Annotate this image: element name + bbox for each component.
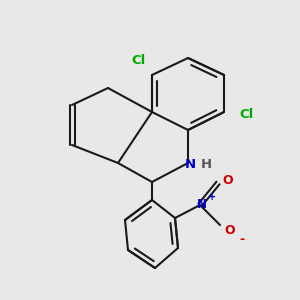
Text: H: H (200, 158, 211, 172)
Text: Cl: Cl (239, 107, 253, 121)
Text: -: - (239, 232, 244, 245)
Text: Cl: Cl (131, 55, 145, 68)
Text: O: O (225, 224, 235, 238)
Text: +: + (208, 192, 216, 202)
Text: O: O (223, 175, 233, 188)
Text: N: N (197, 199, 207, 212)
Text: N: N (184, 158, 196, 172)
